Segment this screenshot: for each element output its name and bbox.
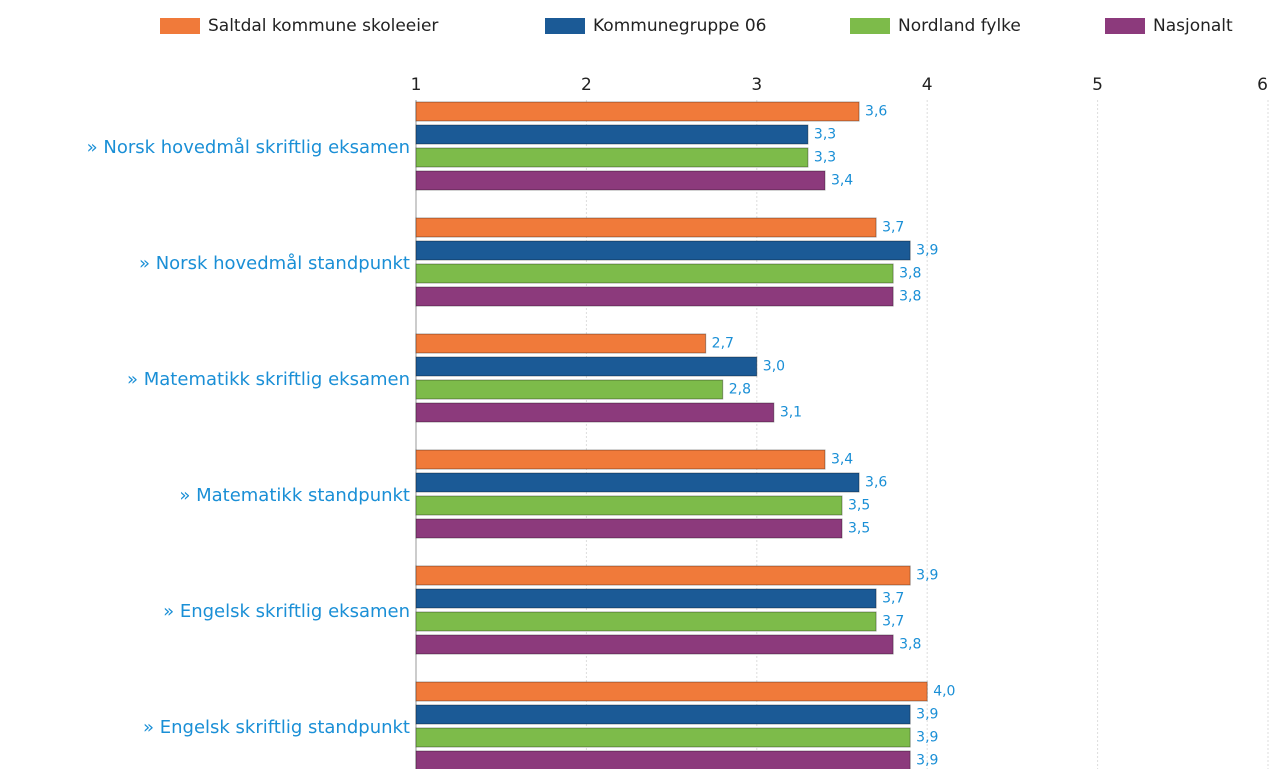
x-tick-label: 5	[1092, 75, 1103, 95]
bar	[415, 356, 758, 377]
x-tick-label: 4	[922, 75, 933, 95]
x-tick-label: 2	[581, 75, 592, 95]
y-tick-label: » Engelsk skriftlig standpunkt	[143, 717, 410, 738]
x-tick-label: 6	[1257, 75, 1268, 95]
value-label: 3,8	[899, 637, 921, 653]
value-label: 3,7	[882, 614, 904, 630]
value-label: 3,9	[916, 243, 938, 259]
value-label: 2,7	[712, 336, 734, 352]
value-label: 3,9	[916, 753, 938, 769]
bar	[415, 170, 826, 191]
value-label: 3,6	[865, 475, 887, 491]
y-tick-label: » Norsk hovedmål standpunkt	[139, 253, 410, 274]
legend-label: Saltdal kommune skoleeier	[208, 16, 438, 36]
value-label: 3,7	[882, 591, 904, 607]
legend-swatch	[1105, 18, 1145, 34]
bar	[415, 750, 911, 769]
bar	[415, 101, 860, 122]
value-label: 3,9	[916, 707, 938, 723]
value-label: 3,5	[848, 498, 870, 514]
bar	[415, 588, 877, 609]
value-label: 3,4	[831, 452, 853, 468]
bar	[415, 263, 894, 284]
bar	[415, 217, 877, 238]
bar	[415, 611, 877, 632]
y-tick-label: » Norsk hovedmål skriftlig eksamen	[87, 137, 410, 158]
legend-swatch	[545, 18, 585, 34]
value-label: 4,0	[933, 684, 955, 700]
value-label: 3,6	[865, 104, 887, 120]
value-label: 3,8	[899, 266, 921, 282]
y-tick-label: » Engelsk skriftlig eksamen	[163, 601, 410, 622]
value-label: 3,7	[882, 220, 904, 236]
value-label: 3,0	[763, 359, 785, 375]
bar	[415, 286, 894, 307]
y-tick-label: » Matematikk standpunkt	[179, 485, 410, 506]
value-label: 3,4	[831, 173, 853, 189]
value-label: 3,3	[814, 127, 836, 143]
x-tick-label: 1	[411, 75, 422, 95]
legend-swatch	[160, 18, 200, 34]
bar	[415, 449, 826, 470]
bar	[415, 704, 911, 725]
legend-swatch	[850, 18, 890, 34]
bar	[415, 240, 911, 261]
bar	[415, 681, 928, 702]
value-label: 3,9	[916, 568, 938, 584]
legend-label: Nasjonalt	[1153, 16, 1233, 36]
bar	[415, 147, 809, 168]
value-label: 3,1	[780, 405, 802, 421]
bar	[415, 472, 860, 493]
bar	[415, 565, 911, 586]
bar	[415, 634, 894, 655]
bar	[415, 402, 775, 423]
x-tick-label: 3	[751, 75, 762, 95]
value-label: 2,8	[729, 382, 751, 398]
value-label: 3,8	[899, 289, 921, 305]
y-tick-label: » Matematikk skriftlig eksamen	[127, 369, 410, 390]
value-label: 3,9	[916, 730, 938, 746]
bar	[415, 727, 911, 748]
bar	[415, 518, 843, 539]
bar	[415, 379, 724, 400]
legend-label: Nordland fylke	[898, 16, 1021, 36]
legend-label: Kommunegruppe 06	[593, 16, 766, 36]
value-label: 3,3	[814, 150, 836, 166]
bar	[415, 495, 843, 516]
bar	[415, 124, 809, 145]
bar	[415, 333, 707, 354]
value-label: 3,5	[848, 521, 870, 537]
